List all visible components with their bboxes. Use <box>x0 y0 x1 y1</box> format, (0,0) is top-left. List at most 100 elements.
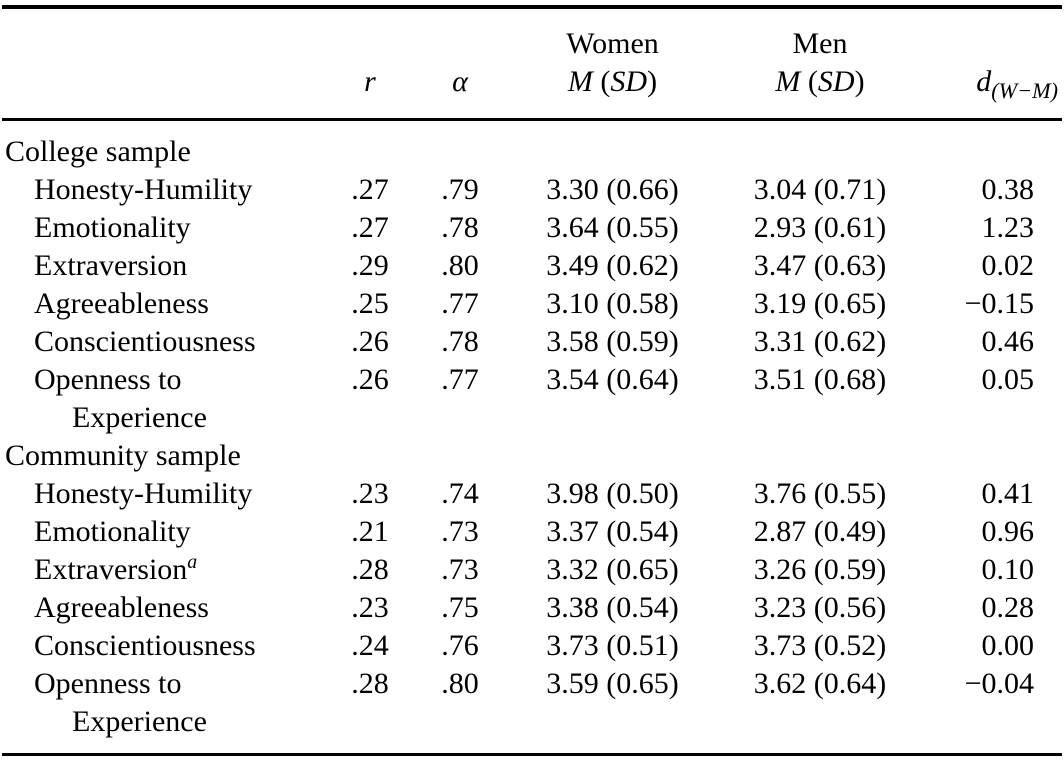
cell-d: 0.41 <box>981 477 1035 510</box>
m-label: M <box>775 65 801 98</box>
cell-alpha: .75 <box>441 591 479 624</box>
women-label: Women <box>566 27 659 60</box>
row-label: Extraversiona <box>34 551 198 586</box>
cell-women: 3.10 (0.58) <box>546 287 679 320</box>
women-msd-label: M (SD) <box>510 63 715 101</box>
cell-men: 3.73 (0.52) <box>753 629 887 662</box>
data-row: Emotionality .21 .73 3.37 (0.54) 2.87 (0.49)… <box>2 513 1062 551</box>
row-label: Conscientiousness <box>34 325 256 358</box>
cell-d: 0.28 <box>981 591 1035 624</box>
cell-r: .28 <box>351 553 389 586</box>
col-header-alpha: α <box>410 7 510 121</box>
cell-women: 3.59 (0.65) <box>546 667 679 700</box>
cell-alpha: .74 <box>441 477 479 510</box>
cell-d: 0.02 <box>981 249 1035 282</box>
row-label: Extraversion <box>34 249 188 282</box>
data-row: Conscientiousness .26 .78 3.58 (0.59) 3.31 (… <box>2 323 1062 361</box>
cell-d: 0.00 <box>981 629 1035 662</box>
cell-alpha: .80 <box>441 249 479 282</box>
cell-r: .27 <box>351 173 389 206</box>
section-label: College sample <box>5 135 191 168</box>
row-label: Openness to Experience <box>34 363 207 434</box>
alpha-label: α <box>452 65 468 98</box>
r-label: r <box>364 65 376 98</box>
cell-women: 3.30 (0.66) <box>546 173 679 206</box>
cell-women: 3.32 (0.65) <box>546 553 679 586</box>
cell-men: 3.23 (0.56) <box>753 591 887 624</box>
d-label: d <box>976 65 992 98</box>
cell-men: 3.26 (0.59) <box>753 553 887 586</box>
cell-women: 3.49 (0.62) <box>546 249 679 282</box>
header-row: r α Women M (SD) Men M (SD) d(W−M) <box>2 7 1062 121</box>
data-row: Honesty-Humility .23 .74 3.98 (0.50) 3.76 (0… <box>2 475 1062 513</box>
col-header-d: d(W−M) <box>925 7 1062 121</box>
sd-label: SD <box>817 65 855 98</box>
cell-d: 0.38 <box>981 173 1035 206</box>
stats-table: r α Women M (SD) Men M (SD) d(W−M) Colle… <box>2 5 1062 756</box>
cell-r: .21 <box>351 515 389 548</box>
data-row: Emotionality .27 .78 3.64 (0.55) 2.93 (0.61)… <box>2 209 1062 247</box>
cell-d: −0.15 <box>964 287 1034 320</box>
row-label: Agreeableness <box>34 591 209 624</box>
cell-d: 0.46 <box>981 325 1035 358</box>
men-label: Men <box>792 27 848 60</box>
cell-men: 3.19 (0.65) <box>753 287 887 320</box>
cell-men: 2.93 (0.61) <box>753 211 887 244</box>
cell-r: .29 <box>351 249 389 282</box>
table-body: College sample Honesty-Humility .27 .79 3.30… <box>2 120 1062 755</box>
row-label: Honesty-Humility <box>34 477 253 510</box>
data-row: Extraversiona .28 .73 3.32 (0.65) 3.26 (0.59… <box>2 551 1062 589</box>
cell-r: .23 <box>351 477 389 510</box>
cell-alpha: .73 <box>441 515 479 548</box>
cell-women: 3.37 (0.54) <box>546 515 679 548</box>
cell-women: 3.98 (0.50) <box>546 477 679 510</box>
row-label: Agreeableness <box>34 287 209 320</box>
cell-men: 2.87 (0.49) <box>753 515 887 548</box>
sd-label: SD <box>610 65 648 98</box>
cell-men: 3.47 (0.63) <box>753 249 887 282</box>
paren-close: ) <box>854 65 865 98</box>
data-row: Extraversion .29 .80 3.49 (0.62) 3.47 (0.63)… <box>2 247 1062 285</box>
cell-r: .27 <box>351 211 389 244</box>
data-row: Honesty-Humility .27 .79 3.30 (0.66) 3.04 (0… <box>2 171 1062 209</box>
row-label: Emotionality <box>34 515 191 548</box>
data-row: Openness to Experience .28 .80 3.59 (0.65) 3… <box>2 665 1062 755</box>
col-header-men: Men M (SD) <box>715 7 925 121</box>
cell-women: 3.64 (0.55) <box>546 211 679 244</box>
paren-open: ( <box>592 65 611 98</box>
cell-d: −0.04 <box>964 667 1034 700</box>
m-label: M <box>567 65 593 98</box>
data-row: Openness to Experience .26 .77 3.54 (0.64) 3… <box>2 361 1062 437</box>
cell-alpha: .78 <box>441 325 479 358</box>
row-label: Openness to Experience <box>34 667 207 738</box>
footnote-marker: a <box>187 551 198 573</box>
cell-alpha: .73 <box>441 553 479 586</box>
cell-r: .25 <box>351 287 389 320</box>
cell-r: .28 <box>351 667 389 700</box>
cell-men: 3.51 (0.68) <box>753 363 887 396</box>
col-header-women: Women M (SD) <box>510 7 715 121</box>
cell-women: 3.54 (0.64) <box>546 363 679 396</box>
paren-close: ) <box>647 65 658 98</box>
cell-alpha: .80 <box>441 667 479 700</box>
cell-women: 3.58 (0.59) <box>546 325 679 358</box>
cell-alpha: .77 <box>441 287 479 320</box>
cell-women: 3.73 (0.51) <box>546 629 679 662</box>
cell-d: 0.96 <box>981 515 1035 548</box>
row-label: Emotionality <box>34 211 191 244</box>
row-label: Conscientiousness <box>34 629 256 662</box>
data-row: Conscientiousness .24 .76 3.73 (0.51) 3.73 (… <box>2 627 1062 665</box>
col-header-r: r <box>330 7 410 121</box>
cell-d: 1.23 <box>981 211 1035 244</box>
cell-alpha: .76 <box>441 629 479 662</box>
cell-men: 3.31 (0.62) <box>753 325 887 358</box>
paren-open: ( <box>800 65 818 98</box>
cell-d: 0.10 <box>981 553 1035 586</box>
d-subscript: (W−M) <box>991 78 1058 103</box>
cell-men: 3.04 (0.71) <box>753 173 887 206</box>
cell-d: 0.05 <box>981 363 1035 396</box>
cell-r: .26 <box>351 363 389 396</box>
data-row: Agreeableness .25 .77 3.10 (0.58) 3.19 (0.65… <box>2 285 1062 323</box>
cell-r: .23 <box>351 591 389 624</box>
